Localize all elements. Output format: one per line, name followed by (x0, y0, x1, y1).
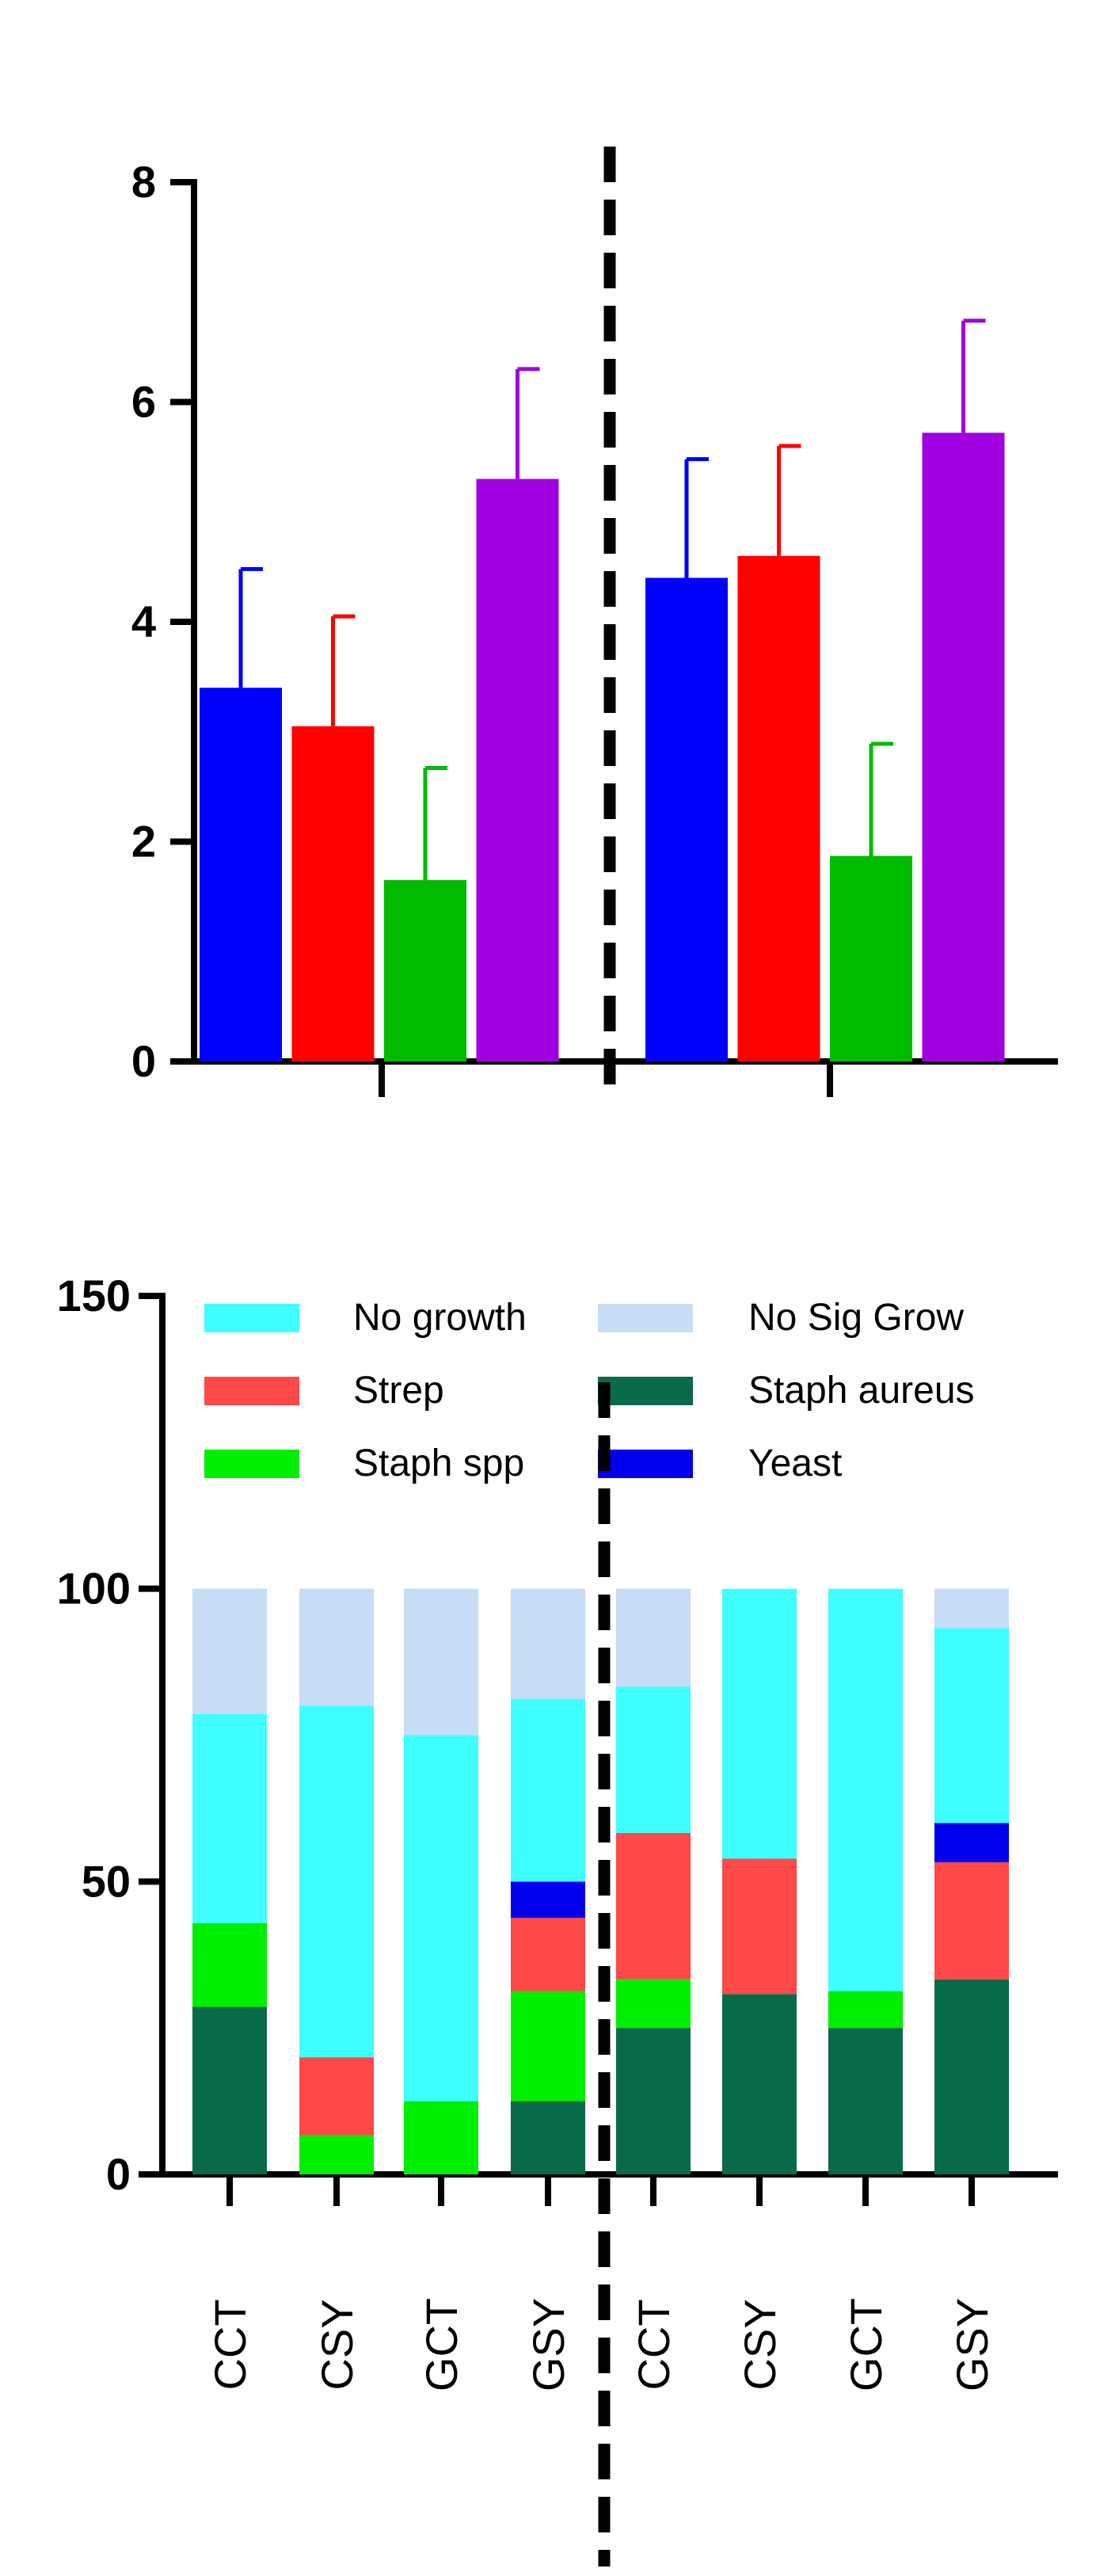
frequency-y-tick-label: 150 (57, 1271, 131, 1320)
stack-segment-staph-aureus-gsy-post (934, 1979, 1009, 2174)
legend-swatch-staph-spp (204, 1450, 299, 1478)
stack-segment-staph-aureus-gsy-pre (511, 2101, 585, 2174)
stack-segment-no-growth-gct-pre (404, 1735, 478, 2102)
frequency-legend: No growth No Sig Grow Strep Staph aureus Sta… (204, 1297, 975, 1484)
bacteria-bars (200, 318, 1005, 1061)
stack-segment-no-growth-cct-post (616, 1686, 691, 1833)
bacteria-y-tick-label: 0 (131, 1036, 156, 1086)
frequency-x-tick-label: CSY (735, 2299, 785, 2390)
stack-segment-no-growth-csy-post (722, 1588, 797, 1859)
stack-segment-strep-csy-post (722, 1858, 797, 1995)
stack-segment-staph-aureus-cct-pre (192, 2006, 267, 2174)
stack-segment-staph-spp-gsy-pre (511, 1991, 585, 2102)
bacteria-bar-cct-pre (200, 688, 282, 1061)
stack-segment-staph-spp-gct-post (828, 1991, 903, 2029)
bacteria-bar-csy-pre (291, 726, 375, 1061)
frequency-chart: No growth No Sig Grow Strep Staph aureus Sta… (57, 1271, 1058, 2566)
stack-segment-staph-spp-cct-pre (192, 1922, 267, 2007)
frequency-y-tick-label: 0 (106, 2149, 131, 2199)
legend-label-staph-spp: Staph spp (353, 1442, 524, 1484)
stack-segment-no-growth-gsy-post (934, 1628, 1009, 1823)
frequency-x-tick-label: GCT (841, 2298, 891, 2391)
stack-segment-staph-spp-cct-post (616, 1979, 691, 2029)
stack-segment-strep-gsy-post (934, 1862, 1009, 1980)
frequency-x-labels: CCT CSY GCT GSY CCT CSY GCT GSY (205, 2174, 997, 2391)
legend-label-yeast: Yeast (748, 1442, 842, 1484)
frequency-x-tick-label: GSY (523, 2298, 573, 2391)
stack-segment-strep-csy-pre (299, 2057, 374, 2136)
frequency-x-tick-label: CCT (629, 2299, 679, 2390)
stack-segment-staph-aureus-gct-post (828, 2028, 903, 2174)
stack-segment-no-growth-csy-pre (299, 1705, 374, 2058)
stack-segment-no-sig-grow-cct-post (616, 1588, 691, 1687)
stack-segment-no-growth-cct-pre (192, 1713, 267, 1923)
bacteria-bar-gsy-post (922, 433, 1005, 1061)
stack-segment-strep-gsy-pre (511, 1918, 585, 1991)
frequency-x-tick-label: CCT (205, 2299, 255, 2390)
frequency-bars (192, 1588, 1009, 2174)
stack-segment-yeast-gsy-post (934, 1823, 1009, 1862)
legend-label-no-growth: No growth (353, 1297, 527, 1339)
stack-segment-staph-spp-csy-pre (299, 2135, 374, 2174)
bacteria-bar-gct-pre (384, 880, 466, 1061)
bacteria-y-tick-label: 6 (131, 377, 156, 427)
frequency-x-tick-label: CSY (312, 2299, 362, 2390)
legend-label-staph-aureus: Staph aureus (748, 1370, 975, 1412)
stack-segment-yeast-gsy-pre (511, 1881, 585, 1919)
legend-swatch-staph-aureus (598, 1377, 693, 1405)
stack-segment-no-growth-gsy-pre (511, 1698, 585, 1882)
bacteria-bar-gct-post (830, 855, 912, 1061)
frequency-y-tick-label: 50 (82, 1856, 131, 1906)
stack-segment-staph-spp-gct-pre (404, 2101, 478, 2174)
legend-swatch-strep (204, 1377, 299, 1405)
stack-segment-strep-cct-post (616, 1832, 691, 1980)
stack-segment-no-growth-gct-post (828, 1588, 903, 1991)
frequency-y-tick-label: 100 (57, 1564, 131, 1614)
bacteria-bar-gsy-pre (476, 478, 559, 1061)
stack-segment-no-sig-grow-cct-pre (192, 1588, 267, 1714)
bacteria-y-tick-label: 2 (131, 817, 156, 867)
legend-label-strep: Strep (353, 1370, 444, 1412)
frequency-x-tick-label: GCT (417, 2298, 466, 2391)
legend-label-no-sig-grow: No Sig Grow (748, 1297, 964, 1339)
frequency-x-tick-label: GSY (947, 2298, 997, 2391)
stack-segment-staph-aureus-csy-post (722, 1994, 797, 2174)
stack-segment-no-sig-grow-gct-pre (404, 1588, 478, 1736)
legend-swatch-yeast (598, 1450, 693, 1478)
bacteria-bar-csy-post (737, 555, 820, 1061)
bacteria-bar-cct-post (645, 577, 728, 1061)
bacteria-y-tick-label: 8 (131, 157, 156, 207)
bacteria-chart: 0 2 4 6 8 (131, 147, 1058, 1101)
stack-segment-staph-aureus-cct-post (616, 2028, 691, 2174)
stack-segment-no-sig-grow-gsy-post (934, 1588, 1009, 1629)
stack-segment-no-sig-grow-csy-pre (299, 1588, 374, 1706)
stack-segment-no-sig-grow-gsy-pre (511, 1588, 585, 1699)
bacteria-y-tick-label: 4 (131, 596, 156, 646)
legend-swatch-no-growth (204, 1304, 299, 1332)
legend-swatch-no-sig-grow (598, 1304, 693, 1332)
